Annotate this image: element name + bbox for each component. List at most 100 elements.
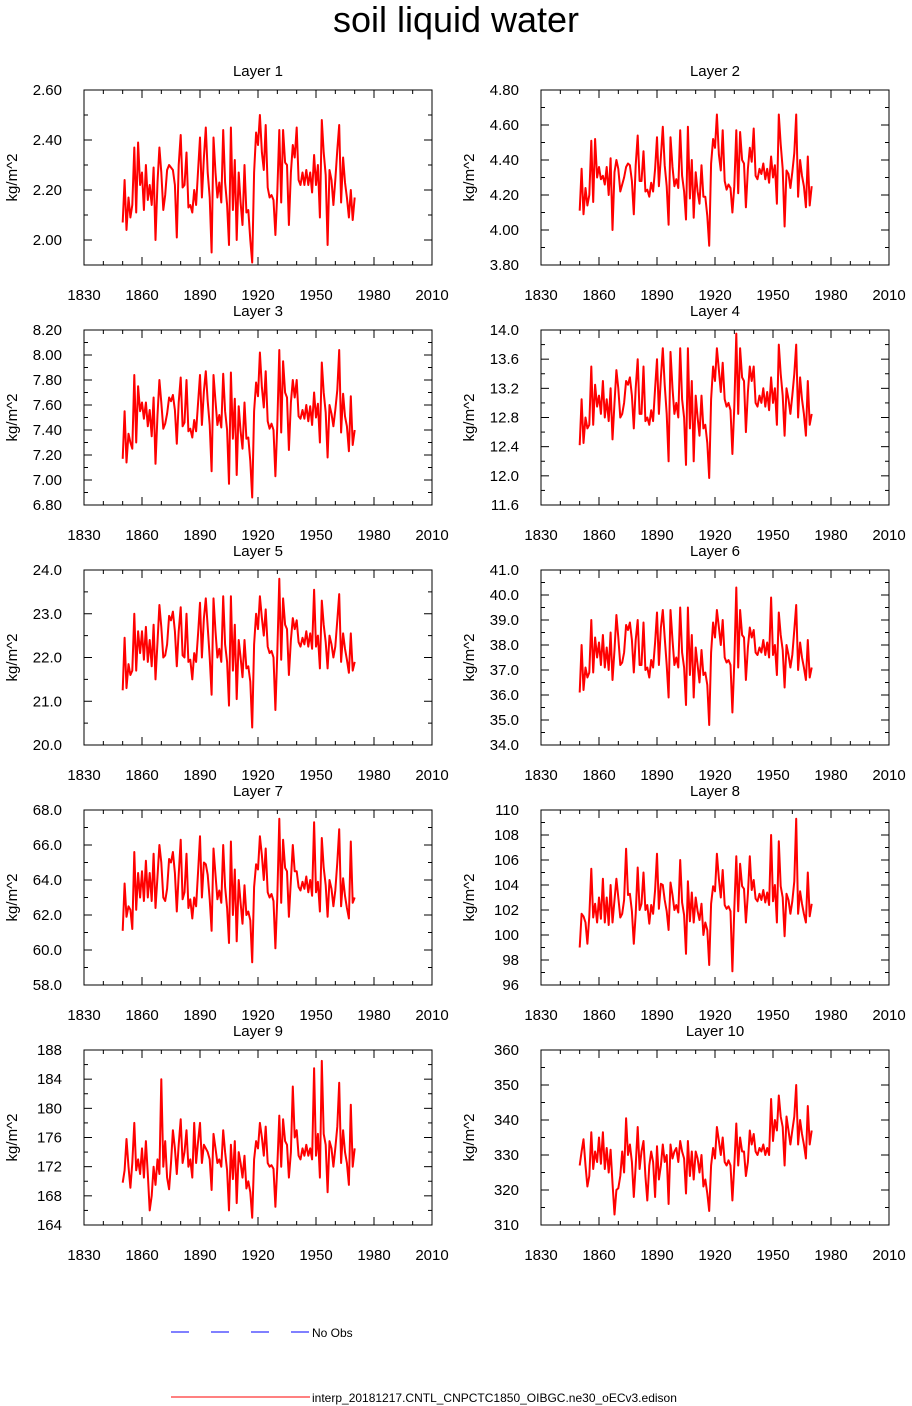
y-tick-label: 98 (502, 952, 519, 969)
y-tick-label: 104 (494, 877, 519, 894)
x-tick-label: 1980 (357, 1247, 390, 1264)
y-tick-label: 8.00 (33, 347, 62, 364)
x-tick-label: 1860 (125, 287, 158, 304)
y-tick-label: 340 (494, 1112, 519, 1129)
y-axis-label: kg/m^2 (461, 154, 478, 202)
y-tick-label: 4.40 (490, 152, 519, 169)
y-tick-label: 172 (37, 1159, 62, 1176)
y-tick-label: 41.0 (490, 562, 519, 579)
x-tick-label: 2010 (415, 287, 448, 304)
y-axis-label: kg/m^2 (461, 394, 478, 442)
x-tick-label: 2010 (872, 1007, 905, 1024)
x-tick-label: 1920 (698, 1247, 731, 1264)
y-tick-label: 6.80 (33, 497, 62, 514)
panel-title: Layer 4 (690, 303, 740, 320)
x-tick-label: 1860 (125, 1007, 158, 1024)
panels-group: Layer 1 kg/m^2 1830 1860 1890 1920 1950 1980 201… (4, 63, 906, 1264)
x-tick-label: 2010 (872, 527, 905, 544)
y-tick-label: 7.20 (33, 447, 62, 464)
series-line (121, 114, 356, 264)
y-tick-label: 7.60 (33, 397, 62, 414)
panel-layer-7: Layer 7 kg/m^2 1830 1860 1890 1920 1950 1980 201… (4, 783, 449, 1024)
panel-title: Layer 3 (233, 303, 283, 320)
panel-layer-2: Layer 2 kg/m^2 1830 1860 1890 1920 1950 1980 201… (461, 63, 906, 304)
x-tick-label: 1950 (756, 1007, 789, 1024)
x-tick-label: 1950 (299, 767, 332, 784)
x-tick-label: 1860 (582, 1007, 615, 1024)
x-tick-label: 1950 (756, 1247, 789, 1264)
y-tick-label: 2.00 (33, 232, 62, 249)
x-tick-label: 1860 (582, 767, 615, 784)
x-tick-label: 1860 (125, 527, 158, 544)
x-tick-label: 1890 (183, 527, 216, 544)
y-axis-label: kg/m^2 (461, 1114, 478, 1162)
x-tick-label: 1980 (357, 527, 390, 544)
y-tick-label: 2.60 (33, 82, 62, 99)
y-tick-label: 24.0 (33, 562, 62, 579)
y-tick-label: 320 (494, 1182, 519, 1199)
y-tick-label: 350 (494, 1077, 519, 1094)
y-tick-label: 164 (37, 1217, 62, 1234)
x-tick-label: 1890 (183, 287, 216, 304)
y-tick-label: 62.0 (33, 907, 62, 924)
x-tick-label: 1890 (640, 767, 673, 784)
y-tick-label: 35.0 (490, 712, 519, 729)
x-tick-label: 1980 (814, 1007, 847, 1024)
y-tick-label: 4.80 (490, 82, 519, 99)
x-tick-label: 1830 (524, 287, 557, 304)
y-tick-label: 39.0 (490, 612, 519, 629)
y-tick-label: 2.20 (33, 182, 62, 199)
x-tick-label: 1890 (640, 287, 673, 304)
x-tick-label: 1980 (814, 767, 847, 784)
y-axis-label: kg/m^2 (4, 394, 21, 442)
y-tick-label: 176 (37, 1130, 62, 1147)
panel-layer-3: Layer 3 kg/m^2 1830 1860 1890 1920 1950 1980 201… (4, 303, 449, 544)
y-tick-label: 20.0 (33, 737, 62, 754)
y-axis-label: kg/m^2 (461, 874, 478, 922)
x-tick-label: 1920 (241, 287, 274, 304)
y-tick-label: 360 (494, 1042, 519, 1059)
y-tick-label: 8.20 (33, 322, 62, 339)
x-tick-label: 1950 (299, 1247, 332, 1264)
series-line (578, 332, 813, 479)
y-tick-label: 68.0 (33, 802, 62, 819)
x-tick-label: 1830 (67, 1007, 100, 1024)
y-tick-label: 38.0 (490, 637, 519, 654)
y-tick-label: 4.60 (490, 117, 519, 134)
x-tick-label: 1980 (357, 1007, 390, 1024)
x-tick-label: 1980 (814, 1247, 847, 1264)
y-tick-label: 13.2 (490, 380, 519, 397)
x-tick-label: 1920 (698, 527, 731, 544)
panel-layer-6: Layer 6 kg/m^2 1830 1860 1890 1920 1950 1980 201… (461, 543, 906, 784)
panel-title: Layer 7 (233, 783, 283, 800)
x-tick-label: 1830 (67, 767, 100, 784)
y-axis-label: kg/m^2 (4, 154, 21, 202)
x-tick-label: 1890 (183, 1247, 216, 1264)
y-tick-label: 14.0 (490, 322, 519, 339)
y-tick-label: 110 (495, 802, 519, 819)
y-axis-label: kg/m^2 (4, 634, 21, 682)
x-tick-label: 1860 (125, 767, 158, 784)
panel-layer-1: Layer 1 kg/m^2 1830 1860 1890 1920 1950 1980 201… (4, 63, 449, 304)
x-tick-label: 1920 (241, 1007, 274, 1024)
x-tick-label: 1920 (241, 527, 274, 544)
panel-layer-8: Layer 8 kg/m^2 1830 1860 1890 1920 1950 1980 201… (461, 783, 906, 1024)
series-line (578, 586, 813, 726)
y-tick-label: 21.0 (33, 693, 62, 710)
panel-title: Layer 9 (233, 1023, 283, 1040)
x-tick-label: 1830 (524, 1247, 557, 1264)
legend-noobs-label: No Obs (312, 1326, 353, 1340)
x-tick-label: 1950 (299, 1007, 332, 1024)
panel-title: Layer 2 (690, 63, 740, 80)
y-tick-label: 184 (37, 1071, 62, 1088)
x-tick-label: 1950 (756, 767, 789, 784)
x-tick-label: 1950 (756, 287, 789, 304)
y-tick-label: 12.0 (490, 468, 519, 485)
y-tick-label: 168 (37, 1188, 62, 1205)
x-tick-label: 1950 (299, 287, 332, 304)
x-tick-label: 1950 (756, 527, 789, 544)
x-tick-label: 1830 (524, 767, 557, 784)
x-tick-label: 1980 (357, 287, 390, 304)
y-tick-label: 106 (494, 852, 519, 869)
y-tick-label: 58.0 (33, 977, 62, 994)
